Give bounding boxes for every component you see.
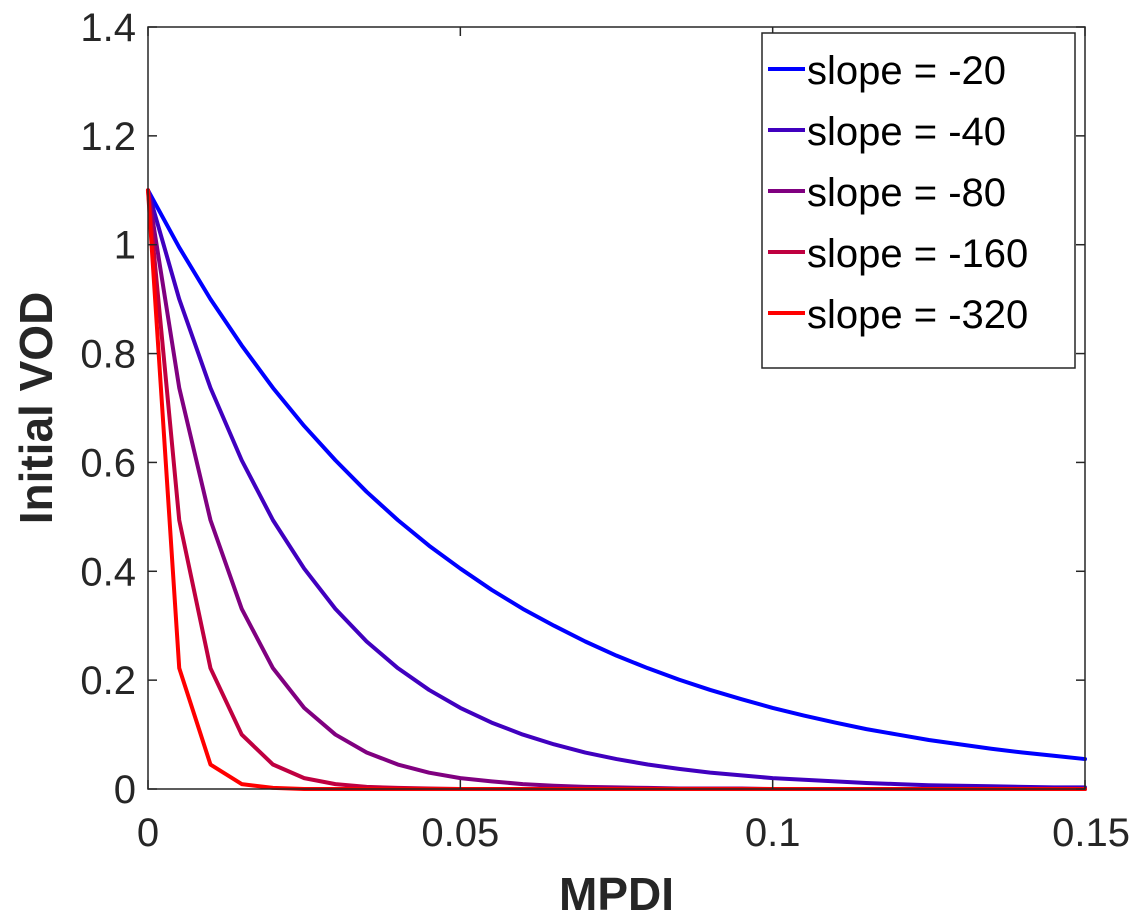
y-tick-label: 1: [114, 224, 136, 268]
axes-box: [147, 26, 1086, 790]
y-tick-label: 1.4: [80, 6, 136, 50]
legend-label: slope = -80: [807, 171, 1006, 215]
y-tick-label: 0.4: [80, 550, 136, 594]
y-tick-label: 0.8: [80, 333, 136, 377]
ticks: 0 0.05 0.1 0.15 0 0.2 0.4 0.6 0.8 1 1.2 1.4: [80, 6, 1130, 855]
x-tick-label: 0.05: [421, 811, 499, 855]
axes: [147, 26, 1086, 790]
x-tick-label: 0.1: [745, 811, 801, 855]
legend-label: slope = -40: [807, 110, 1006, 154]
legend: slope = -20 slope = -40 slope = -80 slope =…: [761, 32, 1076, 369]
x-axis-title: MPDI: [559, 868, 674, 920]
legend-label: slope = -20: [807, 49, 1006, 93]
y-axis-title: Initial VOD: [10, 292, 62, 525]
x-tick-label: 0: [137, 811, 159, 855]
y-tick-label: 0: [114, 768, 136, 812]
y-tick-label: 0.6: [80, 441, 136, 485]
series-line-2: [146, 188, 1087, 790]
x-tick-label: 0.15: [1052, 811, 1130, 855]
y-tick-label: 1.2: [80, 115, 136, 159]
legend-box: [761, 32, 1076, 369]
legend-label: slope = -160: [807, 232, 1028, 276]
series-line-1: [146, 188, 1087, 762]
legend-label: slope = -320: [807, 293, 1028, 337]
y-tick-label: 0.2: [80, 659, 136, 703]
